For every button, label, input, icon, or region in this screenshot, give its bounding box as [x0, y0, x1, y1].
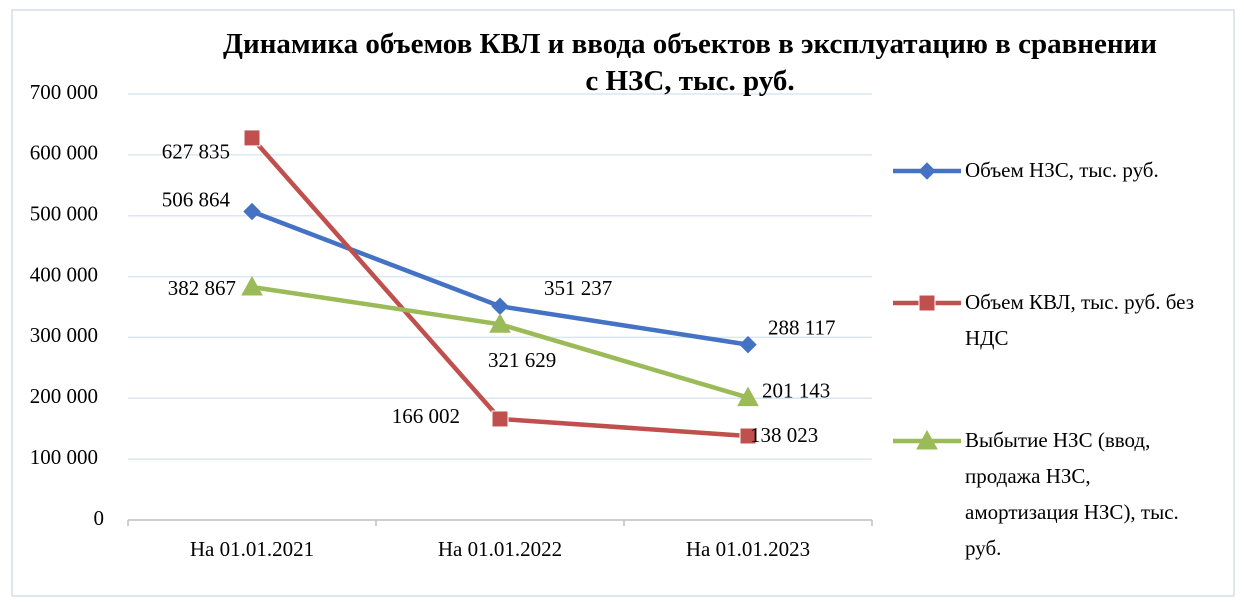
data-label: 506 864: [162, 187, 231, 211]
y-tick-label: 0: [94, 506, 105, 530]
legend-label: Выбытие НЗС (ввод, продажа НЗС, амортиза…: [965, 428, 1179, 560]
point-marker: [489, 313, 511, 333]
y-tick-label: 300 000: [30, 323, 98, 347]
legend-entry: Выбытие НЗС (ввод, продажа НЗС, амортиза…: [893, 422, 1193, 566]
point-marker: [739, 427, 757, 445]
point-marker: [243, 202, 261, 221]
y-tick-label: 400 000: [30, 262, 98, 286]
chart-title: Динамика объемов КВЛ и ввода объектов в …: [223, 28, 1157, 97]
legend-swatch: [893, 429, 961, 450]
point-marker: [243, 129, 261, 147]
point-marker: [491, 297, 509, 315]
legend-swatch: [893, 294, 961, 312]
legend-entry: Объем КВЛ, тыс. руб. без НДС: [893, 284, 1194, 356]
series-line: [250, 136, 749, 439]
legend-label: Объем КВЛ, тыс. руб. без НДС: [965, 290, 1195, 350]
chart-border: [11, 9, 1235, 597]
x-tick-label: На 01.01.2021: [190, 537, 314, 561]
legend-marker: [916, 429, 938, 450]
point-marker: [241, 275, 263, 296]
point-marker: [739, 335, 757, 354]
data-label: 382 867: [168, 276, 236, 300]
legend-entry: Объем НЗС, тыс. руб.: [893, 152, 1193, 188]
legend-swatch: [893, 162, 961, 180]
legend-label: Объем НЗС, тыс. руб.: [965, 158, 1159, 182]
data-label: 166 002: [392, 404, 460, 428]
data-label: 321 629: [488, 348, 556, 372]
legend-marker: [918, 294, 936, 312]
data-label: 138 023: [750, 423, 818, 447]
y-tick-label: 600 000: [30, 141, 98, 165]
x-tick-label: На 01.01.2023: [686, 537, 810, 561]
data-label: 201 143: [762, 378, 830, 402]
y-tick-label: 700 000: [30, 80, 98, 104]
point-marker: [491, 410, 509, 428]
y-tick-label: 100 000: [30, 445, 98, 469]
legend-marker: [918, 162, 936, 180]
x-tick-label: На 01.01.2022: [438, 537, 562, 561]
point-marker: [737, 386, 759, 407]
data-label: 288 117: [768, 315, 835, 339]
data-label: 351 237: [544, 276, 612, 300]
data-label: 627 835: [162, 140, 230, 164]
y-tick-label: 500 000: [30, 202, 98, 226]
y-tick-label: 200 000: [30, 384, 98, 408]
